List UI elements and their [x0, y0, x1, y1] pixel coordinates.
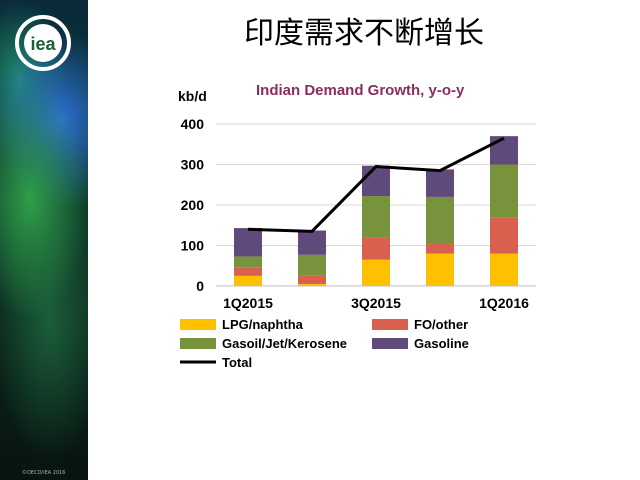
legend: LPG/naphtha FO/other Gasoil/Jet/Kerosene Ga… — [180, 317, 469, 370]
bar-segment — [490, 164, 518, 218]
legend-label: LPG/naphtha — [222, 317, 304, 332]
y-tick-label: 100 — [181, 238, 205, 254]
x-axis-ticks: 1Q2015 3Q2015 1Q2016 — [223, 295, 529, 311]
legend-swatch — [372, 338, 408, 349]
bar-segment — [234, 256, 262, 268]
chart-title: Indian Demand Growth, y-o-y — [256, 82, 465, 99]
iea-logo: iea — [15, 15, 71, 71]
x-tick-label: 3Q2015 — [351, 295, 401, 311]
y-axis-unit-label: kb/d — [178, 88, 207, 104]
bar-segment — [298, 230, 326, 255]
legend-label: Total — [222, 355, 252, 370]
decorative-side-panel: iea ©OECD/IEA 2016 — [0, 0, 88, 480]
bar-segment — [298, 275, 326, 284]
y-tick-label: 300 — [181, 157, 205, 173]
y-tick-label: 0 — [196, 278, 204, 294]
legend-swatch — [372, 319, 408, 330]
bar-segment — [362, 196, 390, 238]
bar-segment — [426, 243, 454, 254]
slide-title: 印度需求不断增长 — [244, 16, 484, 51]
stacked-bars — [234, 136, 518, 286]
bar-segment — [490, 136, 518, 165]
bar-segment — [298, 283, 326, 286]
bar-segment — [234, 267, 262, 276]
logo-text: iea — [30, 34, 56, 54]
copyright-text: ©OECD/IEA 2016 — [22, 470, 66, 476]
bar-segment — [362, 259, 390, 286]
legend-swatch — [180, 319, 216, 330]
legend-label: Gasoline — [414, 336, 469, 351]
bar-segment — [426, 196, 454, 244]
legend-label: FO/other — [414, 317, 468, 332]
bar-segment — [234, 228, 262, 257]
x-tick-label: 1Q2016 — [479, 295, 529, 311]
bar-segment — [362, 237, 390, 260]
bar-segment — [362, 165, 390, 197]
x-tick-label: 1Q2015 — [223, 295, 273, 311]
bar-segment — [490, 253, 518, 286]
bar-segment — [426, 169, 454, 197]
bar-segment — [298, 254, 326, 276]
y-tick-label: 200 — [181, 197, 205, 213]
legend-swatch — [180, 338, 216, 349]
bar-segment — [490, 217, 518, 254]
total-line — [247, 136, 505, 233]
y-tick-label: 400 — [181, 116, 205, 132]
bar-segment — [234, 275, 262, 286]
legend-label: Gasoil/Jet/Kerosene — [222, 336, 347, 351]
total-line-group — [247, 136, 505, 233]
y-axis-ticks: 0 100 200 300 400 — [181, 116, 205, 294]
bar-segment — [426, 253, 454, 286]
